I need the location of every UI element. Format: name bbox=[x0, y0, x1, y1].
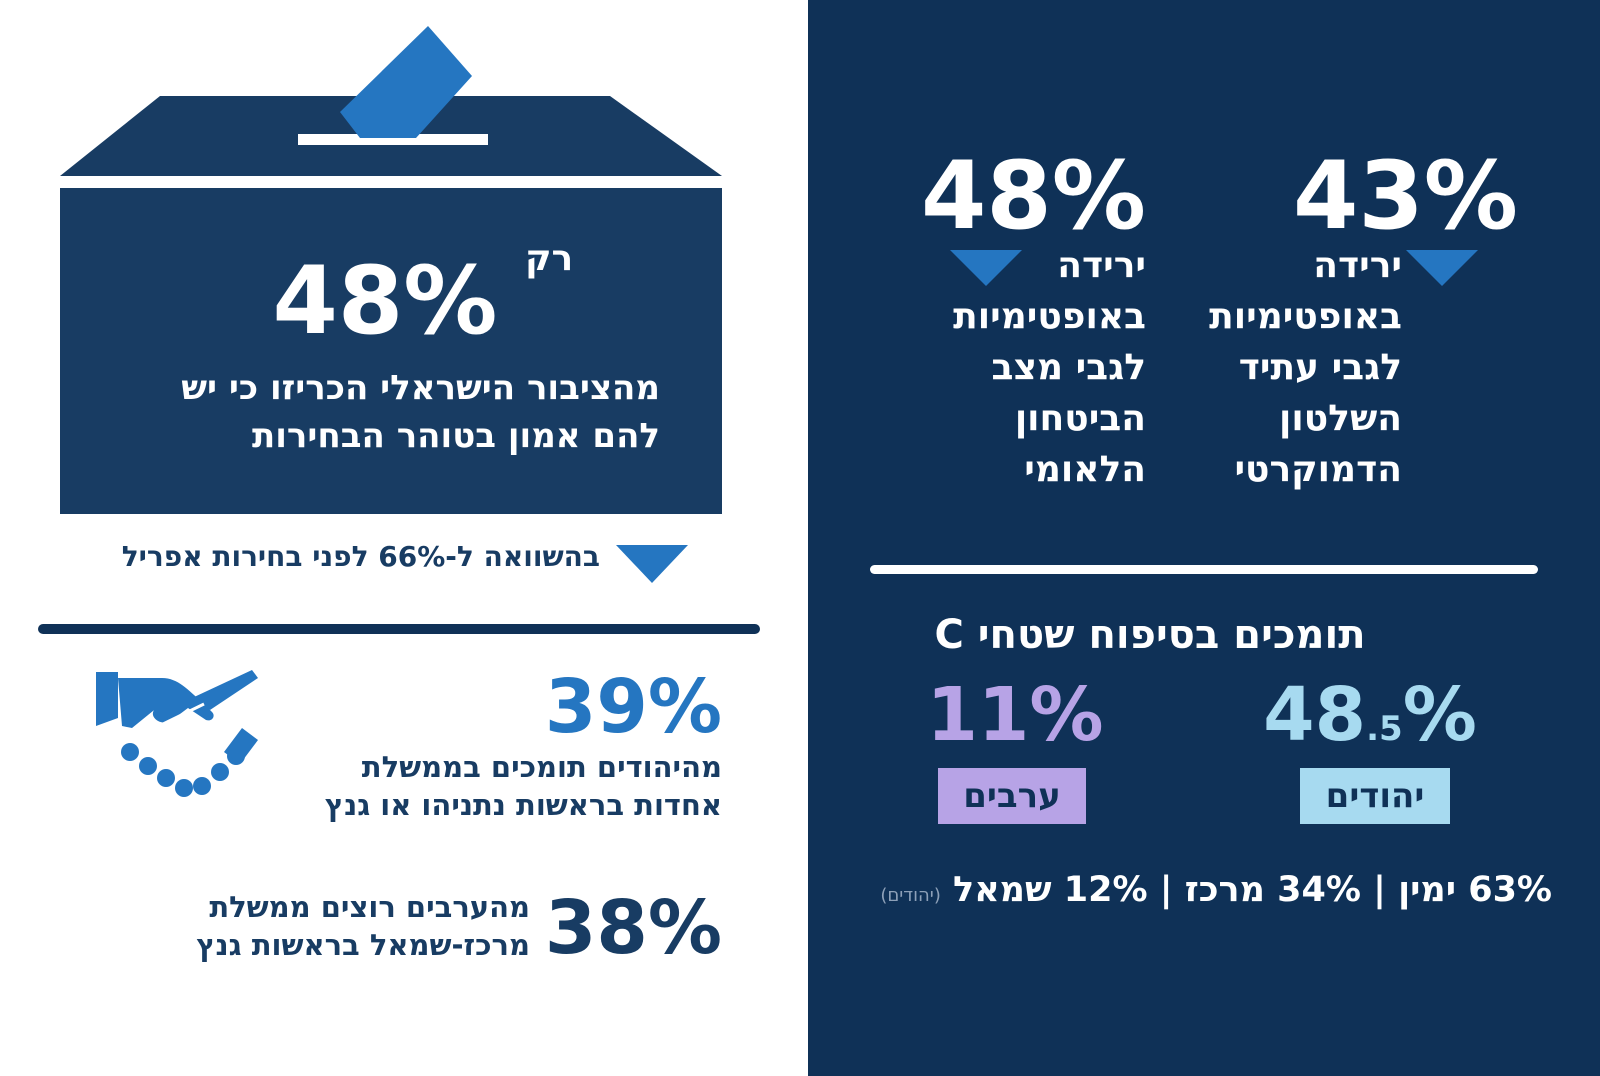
stat-separator: | bbox=[1159, 870, 1173, 910]
left-wing-stat: 12% שמאל bbox=[953, 870, 1148, 910]
handshake-icon bbox=[96, 670, 258, 797]
jews-percent-main: 48 bbox=[1263, 672, 1367, 758]
down-triangle-icon bbox=[950, 250, 1022, 286]
security-line: הביטחון bbox=[1014, 398, 1146, 439]
arabs-description: מהערבים רוצים ממשלת מרכז-שמאל בראשות גנץ bbox=[150, 888, 530, 964]
democracy-line: הדמוקרטי bbox=[1234, 449, 1402, 490]
security-line: לגבי מצב bbox=[991, 347, 1146, 388]
arabs-percent: 38% bbox=[544, 885, 722, 971]
annexation-title: תומכים בסיפוח שטחי C bbox=[934, 612, 1366, 658]
ballot-box-body bbox=[60, 188, 722, 514]
comparison-text: בהשוואה ל-66% לפני בחירות אפריל bbox=[121, 540, 600, 573]
unity-line-1: מהיהודים תומכים בממשלת bbox=[361, 750, 722, 784]
left-divider bbox=[38, 624, 760, 634]
trust-line-1: מהציבור הישראלי הכריזו כי יש bbox=[181, 368, 660, 408]
arabs-annexation-percent: 11% bbox=[926, 672, 1104, 758]
stat-separator: | bbox=[1373, 870, 1386, 910]
arabs-line-1: מהערבים רוצים ממשלת bbox=[209, 890, 530, 924]
political-breakdown: 63% ימין | 34% מרכז | 12% שמאל (יהודים) bbox=[840, 870, 1552, 910]
security-line: הלאומי bbox=[1024, 449, 1146, 490]
jews-label: יהודים bbox=[1300, 768, 1450, 824]
down-triangle-icon bbox=[616, 545, 688, 583]
security-percent: 48% bbox=[921, 142, 1146, 251]
democracy-line: השלטון bbox=[1279, 398, 1402, 439]
democracy-line: באופטימיות bbox=[1209, 296, 1402, 337]
arabs-line-2: מרכז-שמאל בראשות גנץ bbox=[196, 928, 530, 962]
democracy-line: לגבי עתיד bbox=[1238, 347, 1402, 388]
center-stat: 34% מרכז bbox=[1184, 870, 1361, 910]
arabs-label: ערבים bbox=[938, 768, 1086, 824]
right-panel bbox=[808, 0, 1600, 1076]
security-description: ירידה באופטימיות לגבי מצב הביטחון הלאומי bbox=[880, 240, 1146, 495]
ballot-box-icon bbox=[60, 26, 722, 182]
left-panel: רק 48% מהציבור הישראלי הכריזו כי יש להם … bbox=[38, 26, 760, 971]
down-triangle-icon bbox=[1406, 250, 1478, 286]
democracy-description: ירידה באופטימיות לגבי עתיד השלטון הדמוקר… bbox=[1190, 240, 1402, 495]
jews-note: (יהודים) bbox=[880, 885, 941, 906]
right-divider bbox=[870, 565, 1538, 574]
trust-line-2: להם אמון בטוהר הבחירות bbox=[252, 416, 660, 456]
unity-line-2: אחדות בראשות נתניהו או גנץ bbox=[324, 788, 722, 822]
trust-percent: 48% bbox=[272, 247, 498, 356]
unity-percent: 39% bbox=[544, 664, 722, 750]
unity-description: מהיהודים תומכים בממשלת אחדות בראשות נתני… bbox=[270, 748, 722, 824]
jews-percent-decimal: .5 bbox=[1366, 709, 1403, 749]
jews-annexation-percent: 48.5% bbox=[1250, 678, 1490, 752]
democracy-percent: 43% bbox=[1293, 142, 1518, 251]
trust-description: מהציבור הישראלי הכריזו כי יש להם אמון בט… bbox=[100, 364, 660, 460]
democracy-line: ירידה bbox=[1313, 245, 1402, 286]
jews-percent-sign: % bbox=[1402, 672, 1477, 758]
security-line: ירידה bbox=[1057, 245, 1146, 286]
right-wing-stat: 63% ימין bbox=[1398, 870, 1552, 910]
security-line: באופטימיות bbox=[953, 296, 1146, 337]
only-label: רק bbox=[525, 238, 574, 279]
